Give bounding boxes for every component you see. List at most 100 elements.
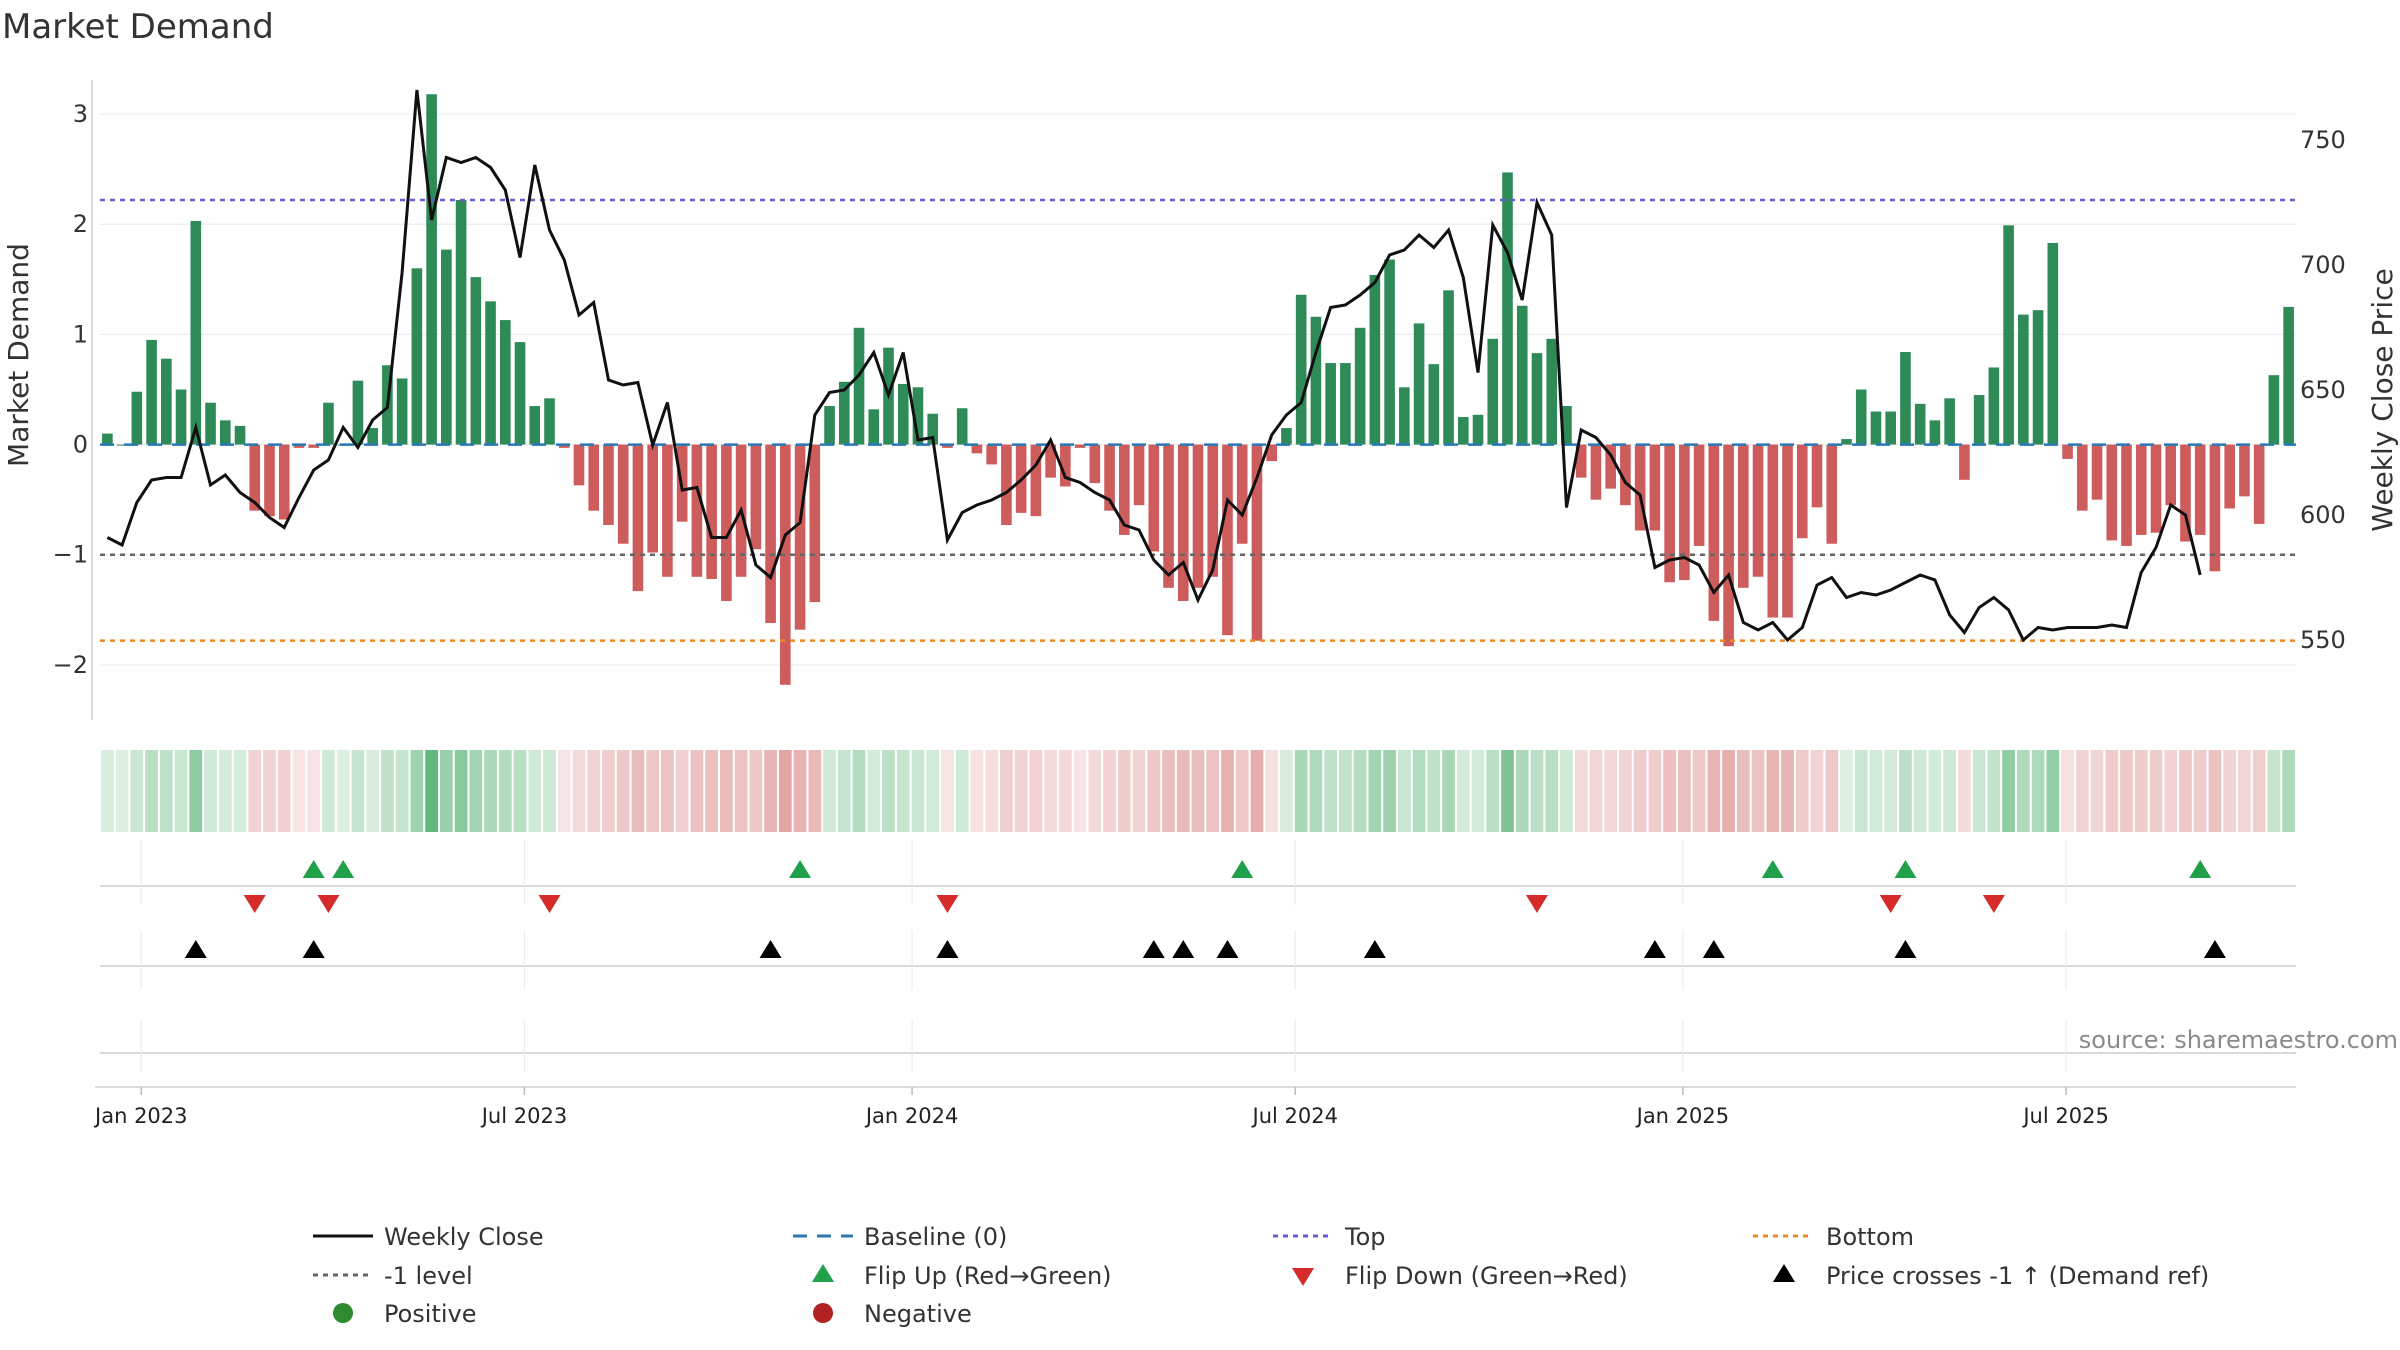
demand-bar [1693,444,1705,546]
demand-bar [1369,274,1381,445]
heat-cell [1648,750,1662,832]
flip-up-marker [1231,860,1254,878]
heat-cell [646,750,660,832]
price-cross-marker [1216,940,1239,958]
heat-cell [159,750,173,832]
heat-cell [2164,750,2178,832]
demand-bar [190,220,202,445]
y-tick-label: 3 [73,100,88,128]
demand-bar [1649,444,1661,531]
x-tick-label: Jul 2025 [2021,1104,2108,1128]
heat-cell [2252,750,2266,832]
demand-bar [264,444,275,517]
heat-cell [955,750,969,832]
heat-cell [631,750,645,832]
heat-cell [602,750,615,832]
heat-cell [1663,750,1676,832]
heat-cell [661,750,674,832]
heat-cell [1943,750,1957,832]
demand-bar [868,409,880,445]
heat-cell [2046,750,2060,832]
y2-axis-label: Weekly Close Price [2366,268,2399,531]
x-axis-ticks: Jan 2023 Jul 2023 Jan 2024 Jul 2024 Jan 2025… [93,840,2109,1128]
demand-bar [573,444,585,486]
demand-bar [1192,444,1204,588]
demand-bar [824,406,835,445]
demand-bar [1045,444,1056,478]
heat-cell [204,750,217,832]
demand-bar [2253,444,2265,524]
demand-bar [205,402,216,445]
demand-bar [1811,444,1823,508]
price-cross-marker [1643,940,1666,958]
demand-bar [1325,363,1336,445]
heat-cell [1619,750,1632,832]
demand-bar [1384,259,1395,445]
demand-bar [809,444,821,603]
flip-up-marker [1894,860,1917,878]
demand-bar [249,444,261,511]
price-cross-marker [302,940,325,958]
demand-bar [411,268,423,445]
heat-cell [778,750,792,832]
heat-cell [941,750,954,832]
heat-cell [277,750,291,832]
demand-bar [2224,444,2235,509]
demand-bar [1163,444,1174,588]
demand-bar [1620,444,1631,506]
heat-cell [720,750,733,832]
demand-bar [765,444,776,624]
flip-down-marker [243,895,266,913]
heat-cell [1353,750,1367,832]
price-cross-marker [1894,940,1917,958]
heat-cell [1029,750,1043,832]
heat-cell [2090,750,2104,832]
flip-down-marker [317,895,340,913]
heat-cell [1397,750,1411,832]
heat-cell [248,750,262,832]
demand-bar [706,444,717,579]
flip-down-marker [1982,895,2005,913]
heat-cell [2061,750,2074,832]
heat-cell [1000,750,1013,832]
heat-cell [1117,750,1131,832]
heat-cell [1235,750,1249,832]
demand-bar [2150,444,2162,533]
demand-bar [2239,444,2250,497]
demand-bar [780,444,791,685]
heat-cell [1810,750,1824,832]
heat-cell [1545,750,1559,832]
legend-positive: Positive [384,1300,477,1328]
heat-cell [1869,750,1883,832]
heat-cell [130,750,144,832]
demand-bar [1708,444,1720,621]
legend-flip-up: Flip Up (Red→Green) [864,1262,1112,1290]
heat-cell [1751,750,1765,832]
demand-bar [1561,406,1572,445]
demand-bar [2180,444,2191,542]
heat-cell [1162,750,1175,832]
heat-cell [1987,750,2001,832]
demand-bar [470,277,482,445]
heat-cell [911,750,925,832]
heat-cell [543,750,556,832]
demand-bar [632,444,644,592]
heat-cell [1692,750,1706,832]
demand-bar [1030,444,1042,517]
demand-bar [1723,444,1734,647]
x-tick-label: Jan 2023 [93,1104,188,1128]
demand-bar [146,339,157,445]
legend-bottom: Bottom [1826,1223,1914,1251]
heat-cell [572,750,586,832]
demand-bar [1826,444,1838,544]
heat-cell [1427,750,1441,832]
demand-bar [2062,444,2073,459]
demand-bar [1340,363,1351,445]
demand-bar [441,249,452,445]
demand-bar [1870,411,1882,445]
demand-bar [1929,420,1941,445]
demand-bar [691,444,703,577]
heat-cell [1014,750,1028,832]
axes: −2 −1 0 1 2 3 550 600 650 700 750 [53,80,2346,1088]
